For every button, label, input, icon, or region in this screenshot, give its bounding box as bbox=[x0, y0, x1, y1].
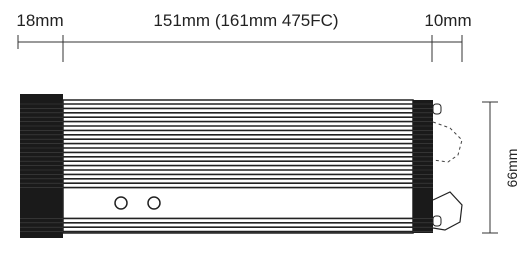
page: {"dimensions": {"left": "18mm", "middle"… bbox=[0, 0, 526, 263]
right-end-cap bbox=[413, 100, 433, 233]
left-dimension-label: 18mm bbox=[16, 11, 63, 30]
left-end-cap bbox=[20, 94, 63, 238]
indicator bbox=[115, 197, 127, 209]
terminal bbox=[433, 104, 441, 114]
terminal bbox=[433, 216, 441, 226]
right-dimension-label: 10mm bbox=[424, 11, 471, 30]
top-dimension-line bbox=[18, 35, 462, 62]
heatsink bbox=[63, 100, 413, 233]
middle-dimension-label: 151mm (161mm 475FC) bbox=[153, 11, 338, 30]
height-dimension-label: 66mm bbox=[504, 149, 520, 188]
diagram: 18mm 151mm (161mm 475FC) 10mm 66mm bbox=[0, 0, 526, 263]
device-body bbox=[20, 94, 462, 238]
height-dimension-line bbox=[482, 102, 498, 233]
indicator bbox=[148, 197, 160, 209]
cable-outline bbox=[433, 122, 462, 162]
